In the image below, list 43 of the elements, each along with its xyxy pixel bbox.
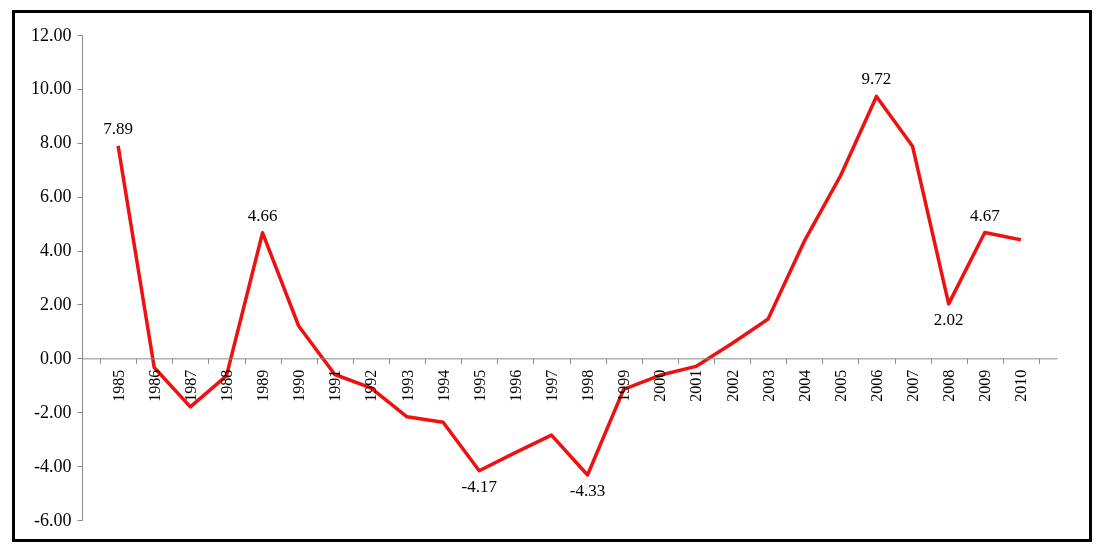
x-tick-label: 2007	[904, 369, 922, 402]
y-tick-label: 6.00	[40, 186, 72, 207]
x-tick-label: 1990	[290, 369, 308, 402]
y-tick-label: 0.00	[40, 347, 72, 368]
x-tick-label: 2002	[723, 369, 741, 402]
x-tick-label: 2008	[940, 369, 958, 402]
x-tick-label: 1987	[181, 369, 199, 402]
x-tick-label: 1989	[254, 369, 272, 402]
x-tick-label: 1994	[434, 369, 452, 402]
x-tick-label: 1986	[145, 369, 163, 402]
data-label: 2.02	[933, 309, 964, 329]
x-tick-label: 2003	[759, 369, 777, 402]
x-tick-label: 2010	[1012, 369, 1030, 402]
x-tick-label: 2000	[651, 369, 669, 402]
x-tick-label: 1995	[470, 369, 488, 402]
x-tick-label: 1996	[506, 369, 524, 402]
y-tick-label: 12.00	[31, 24, 72, 45]
data-label: 4.66	[247, 205, 278, 225]
x-tick-label: 1985	[109, 369, 127, 402]
x-tick-label: 2004	[795, 369, 813, 402]
x-tick-label: 1998	[579, 369, 597, 402]
data-label: 4.67	[969, 205, 1001, 225]
x-tick-label: 1991	[326, 369, 344, 402]
data-label: 9.72	[861, 69, 892, 89]
x-tick-label: 1993	[398, 369, 416, 402]
x-tick-label: 1999	[615, 369, 633, 402]
y-tick-label: 8.00	[40, 132, 72, 153]
y-tick-label: -6.00	[34, 509, 72, 530]
data-label: -4.33	[569, 481, 606, 500]
y-tick-label: -4.00	[34, 455, 72, 476]
y-tick-label: 4.00	[40, 240, 72, 261]
y-tick-label: -2.00	[34, 401, 72, 422]
y-tick-label: 10.00	[31, 78, 72, 99]
x-tick-label: 1997	[542, 369, 560, 402]
x-tick-label: 2005	[831, 369, 849, 402]
x-tick-label: 1988	[217, 369, 235, 402]
data-label: 7.89	[103, 118, 133, 138]
data-label: -4.17	[461, 476, 498, 496]
x-tick-label: 2009	[976, 369, 994, 402]
x-tick-label: 1992	[362, 369, 380, 402]
y-tick-label: 2.00	[40, 293, 72, 314]
x-tick-label: 2006	[867, 369, 885, 402]
x-tick-label: 2001	[687, 369, 705, 402]
